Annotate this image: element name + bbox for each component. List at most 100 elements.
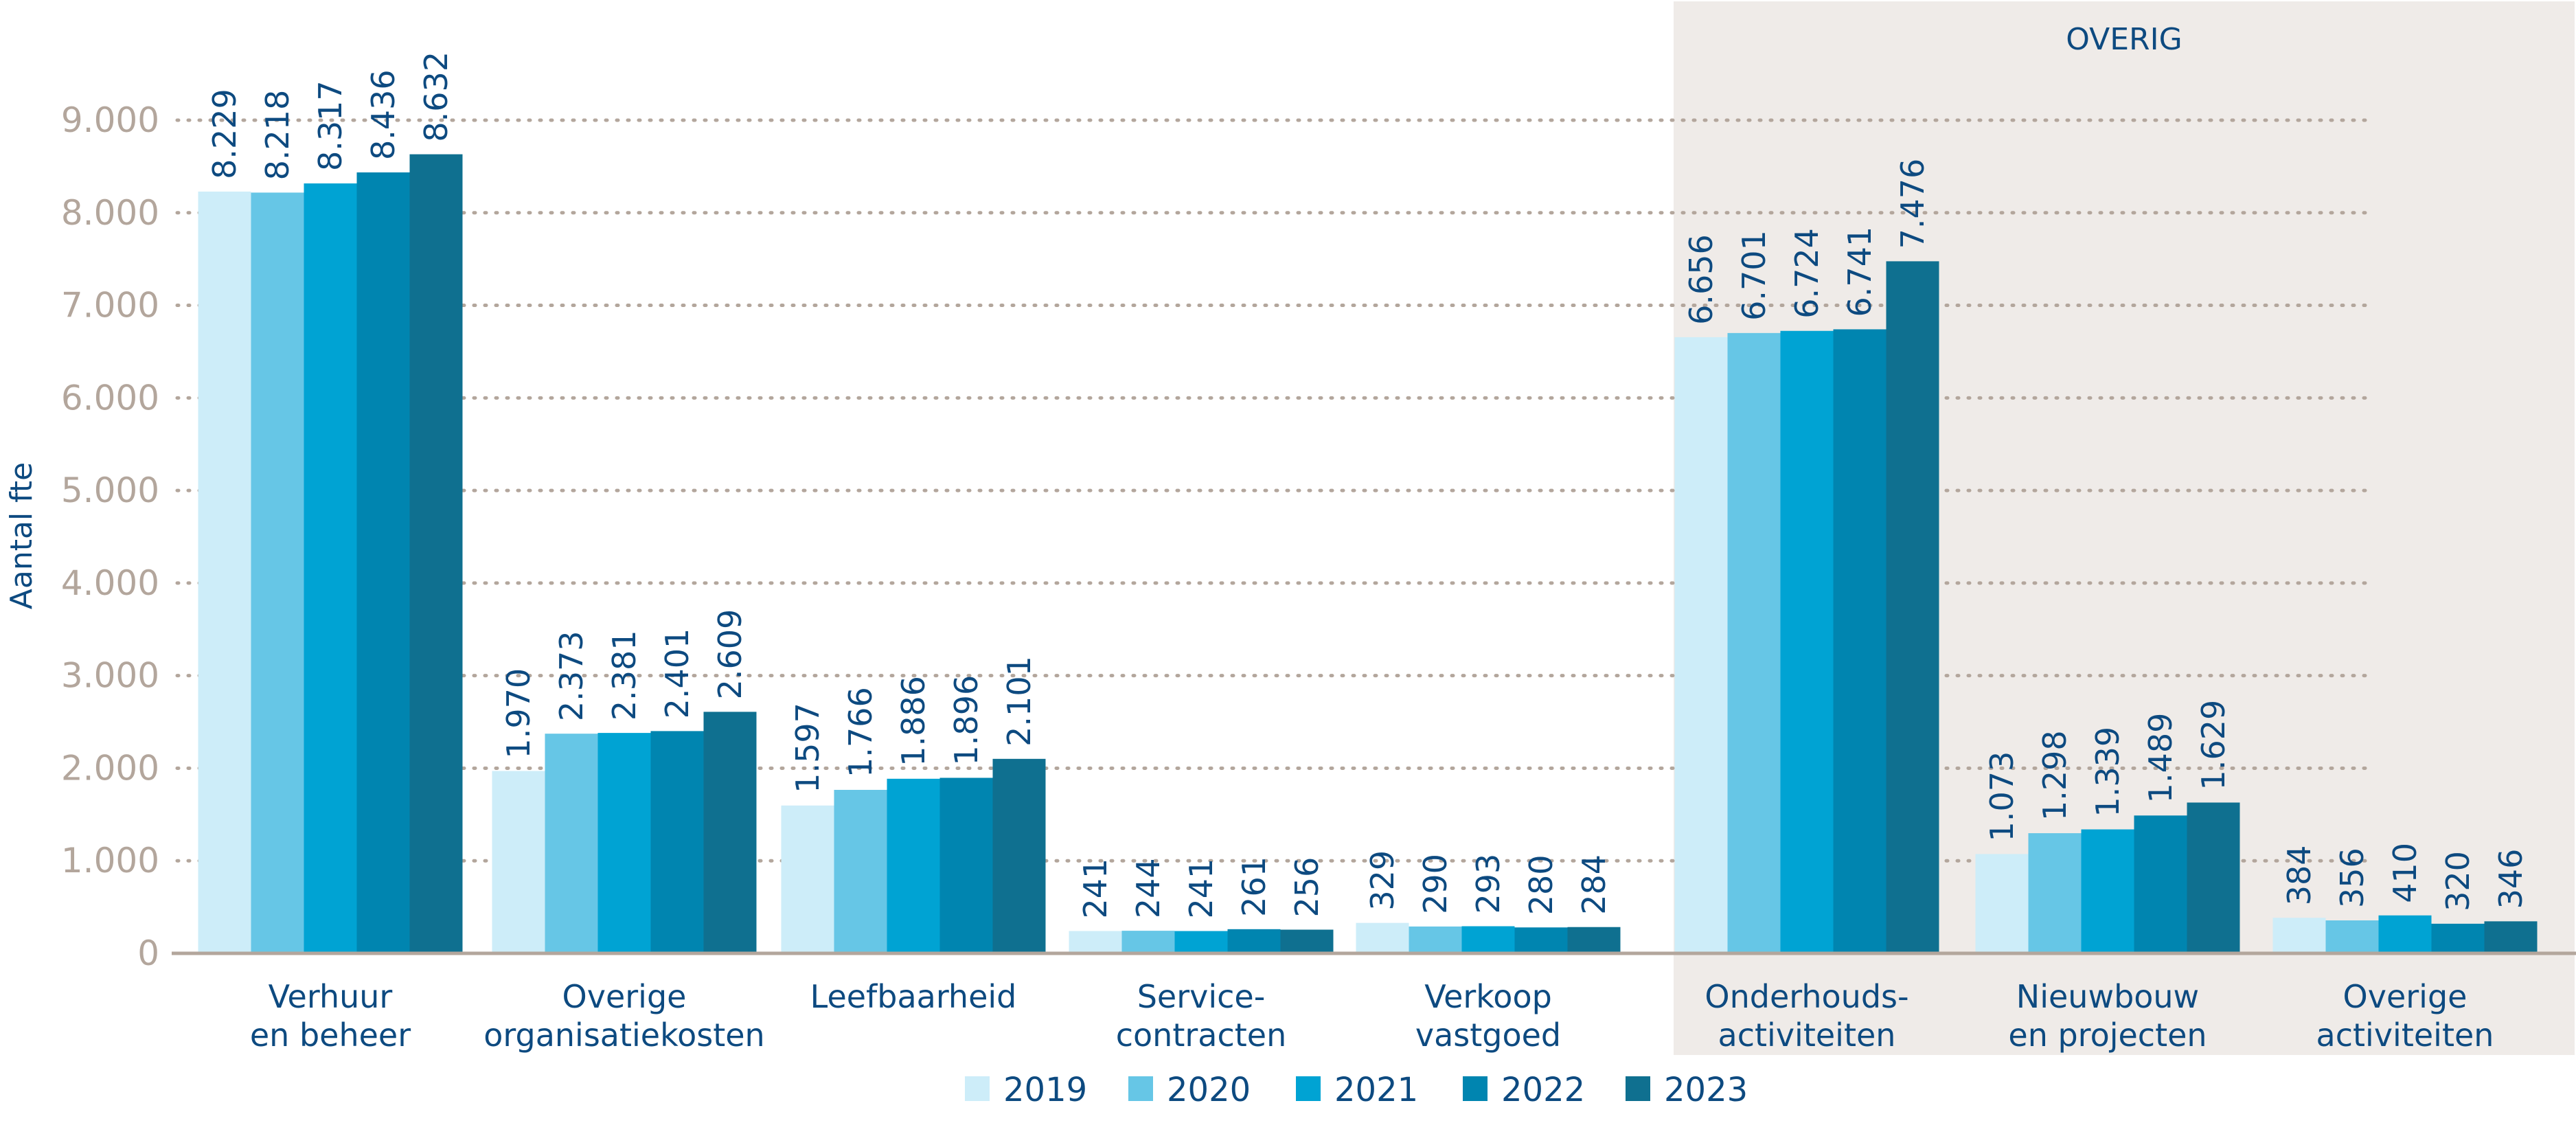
bar-2021	[304, 183, 357, 953]
bar-2021	[597, 733, 651, 953]
category-label: activiteiten	[2316, 1017, 2494, 1054]
data-label: 290	[1417, 854, 1454, 914]
data-label: 320	[2439, 851, 2476, 911]
bar-2019	[2272, 918, 2326, 953]
bar-2021	[2378, 915, 2432, 953]
bar-2019	[1975, 854, 2029, 953]
data-label: 7.476	[1894, 159, 1931, 249]
data-label: 2.101	[1001, 656, 1038, 747]
bar-2021	[1174, 931, 1228, 953]
bar-2020	[834, 789, 887, 953]
data-label: 241	[1183, 859, 1220, 919]
data-label: 1.339	[2089, 727, 2126, 817]
bar-2019	[1674, 337, 1728, 954]
data-label: 2.401	[659, 628, 696, 719]
legend-label: 2023	[1664, 1071, 1748, 1109]
bar-2023	[992, 758, 1046, 953]
data-label: 6.724	[1788, 228, 1825, 319]
category-label: Verhuur	[269, 978, 393, 1015]
bar-2021	[1780, 330, 1834, 953]
data-label: 8.436	[365, 69, 402, 160]
y-tick-label: 2.000	[61, 748, 159, 788]
category-label: Nieuwbouw	[2016, 978, 2199, 1015]
bar-2021	[2081, 829, 2134, 953]
y-tick-label: 7.000	[61, 286, 159, 326]
data-label: 8.218	[259, 90, 296, 181]
data-label: 2.381	[606, 630, 643, 721]
bar-2020	[251, 192, 304, 953]
category-label: en projecten	[2008, 1017, 2207, 1054]
data-label: 6.741	[1841, 227, 1878, 317]
category-label: contracten	[1116, 1017, 1287, 1054]
bar-2019	[1356, 922, 1409, 953]
bar-2023	[2187, 802, 2240, 953]
y-axis-label: Aantal fte	[4, 462, 39, 609]
y-tick-label: 1.000	[61, 841, 159, 881]
category-label: Onderhouds-	[1705, 978, 1908, 1015]
legend-label: 2019	[1003, 1071, 1087, 1109]
data-label: 6.701	[1735, 230, 1773, 321]
data-label: 1.886	[895, 676, 932, 767]
legend-swatch-2023	[1626, 1076, 1650, 1101]
data-label: 1.073	[1983, 751, 2020, 842]
legend-label: 2021	[1334, 1071, 1418, 1109]
bar-2023	[703, 712, 757, 953]
bar-2022	[356, 172, 410, 954]
data-label: 8.229	[206, 89, 243, 179]
bar-2023	[1886, 261, 1939, 953]
data-label: 2.609	[711, 609, 749, 700]
data-label: 1.489	[2142, 713, 2179, 804]
data-label: 6.656	[1683, 234, 1720, 325]
y-tick-label: 8.000	[61, 193, 159, 233]
y-tick-label: 6.000	[61, 378, 159, 418]
bar-2023	[1567, 927, 1621, 953]
category-label: en beheer	[250, 1017, 411, 1054]
bar-2020	[1121, 931, 1175, 953]
data-label: 256	[1288, 857, 1325, 918]
legend-swatch-2020	[1128, 1076, 1153, 1101]
category-label: Overige	[2343, 978, 2467, 1015]
legend-label: 2022	[1501, 1071, 1585, 1109]
overig-section-label: OVERIG	[2066, 22, 2182, 57]
legend-label: 2020	[1167, 1071, 1251, 1109]
bar-2019	[781, 805, 834, 953]
data-label: 410	[2386, 843, 2424, 903]
y-tick-label: 0	[137, 933, 159, 973]
category-label: activiteiten	[1718, 1017, 1896, 1054]
category-label: Service-	[1137, 978, 1266, 1015]
y-tick-label: 3.000	[61, 656, 159, 696]
bar-2022	[1833, 329, 1887, 953]
bar-2023	[2484, 921, 2538, 953]
bar-2022	[650, 731, 704, 953]
category-label: Overige	[562, 978, 687, 1015]
data-label: 8.632	[418, 52, 455, 142]
data-label: 384	[2281, 845, 2318, 905]
data-label: 356	[2334, 848, 2371, 908]
y-tick-label: 4.000	[61, 563, 159, 603]
bar-2022	[939, 778, 993, 953]
bar-2019	[1069, 931, 1122, 953]
bar-2019	[198, 191, 251, 953]
data-label: 8.317	[312, 80, 349, 171]
bar-2020	[2325, 920, 2379, 953]
data-label: 280	[1523, 854, 1560, 915]
legend-swatch-2022	[1463, 1076, 1488, 1101]
data-label: 293	[1470, 854, 1507, 914]
y-tick-label: 5.000	[61, 470, 159, 510]
data-label: 244	[1130, 858, 1167, 918]
data-label: 241	[1077, 859, 1114, 919]
bar-2022	[1227, 929, 1281, 953]
category-label: Leefbaarheid	[810, 978, 1017, 1015]
data-label: 2.373	[553, 631, 590, 721]
bar-2023	[409, 154, 463, 953]
y-tick-label: 9.000	[61, 100, 159, 140]
data-label: 1.597	[789, 703, 826, 793]
data-label: 1.970	[500, 668, 537, 759]
data-label: 1.298	[2036, 730, 2073, 821]
bar-2020	[1409, 926, 1462, 953]
category-label: organisatiekosten	[483, 1017, 764, 1054]
bar-2020	[1727, 332, 1781, 953]
bar-2022	[1514, 927, 1568, 953]
data-label: 346	[2492, 849, 2529, 909]
